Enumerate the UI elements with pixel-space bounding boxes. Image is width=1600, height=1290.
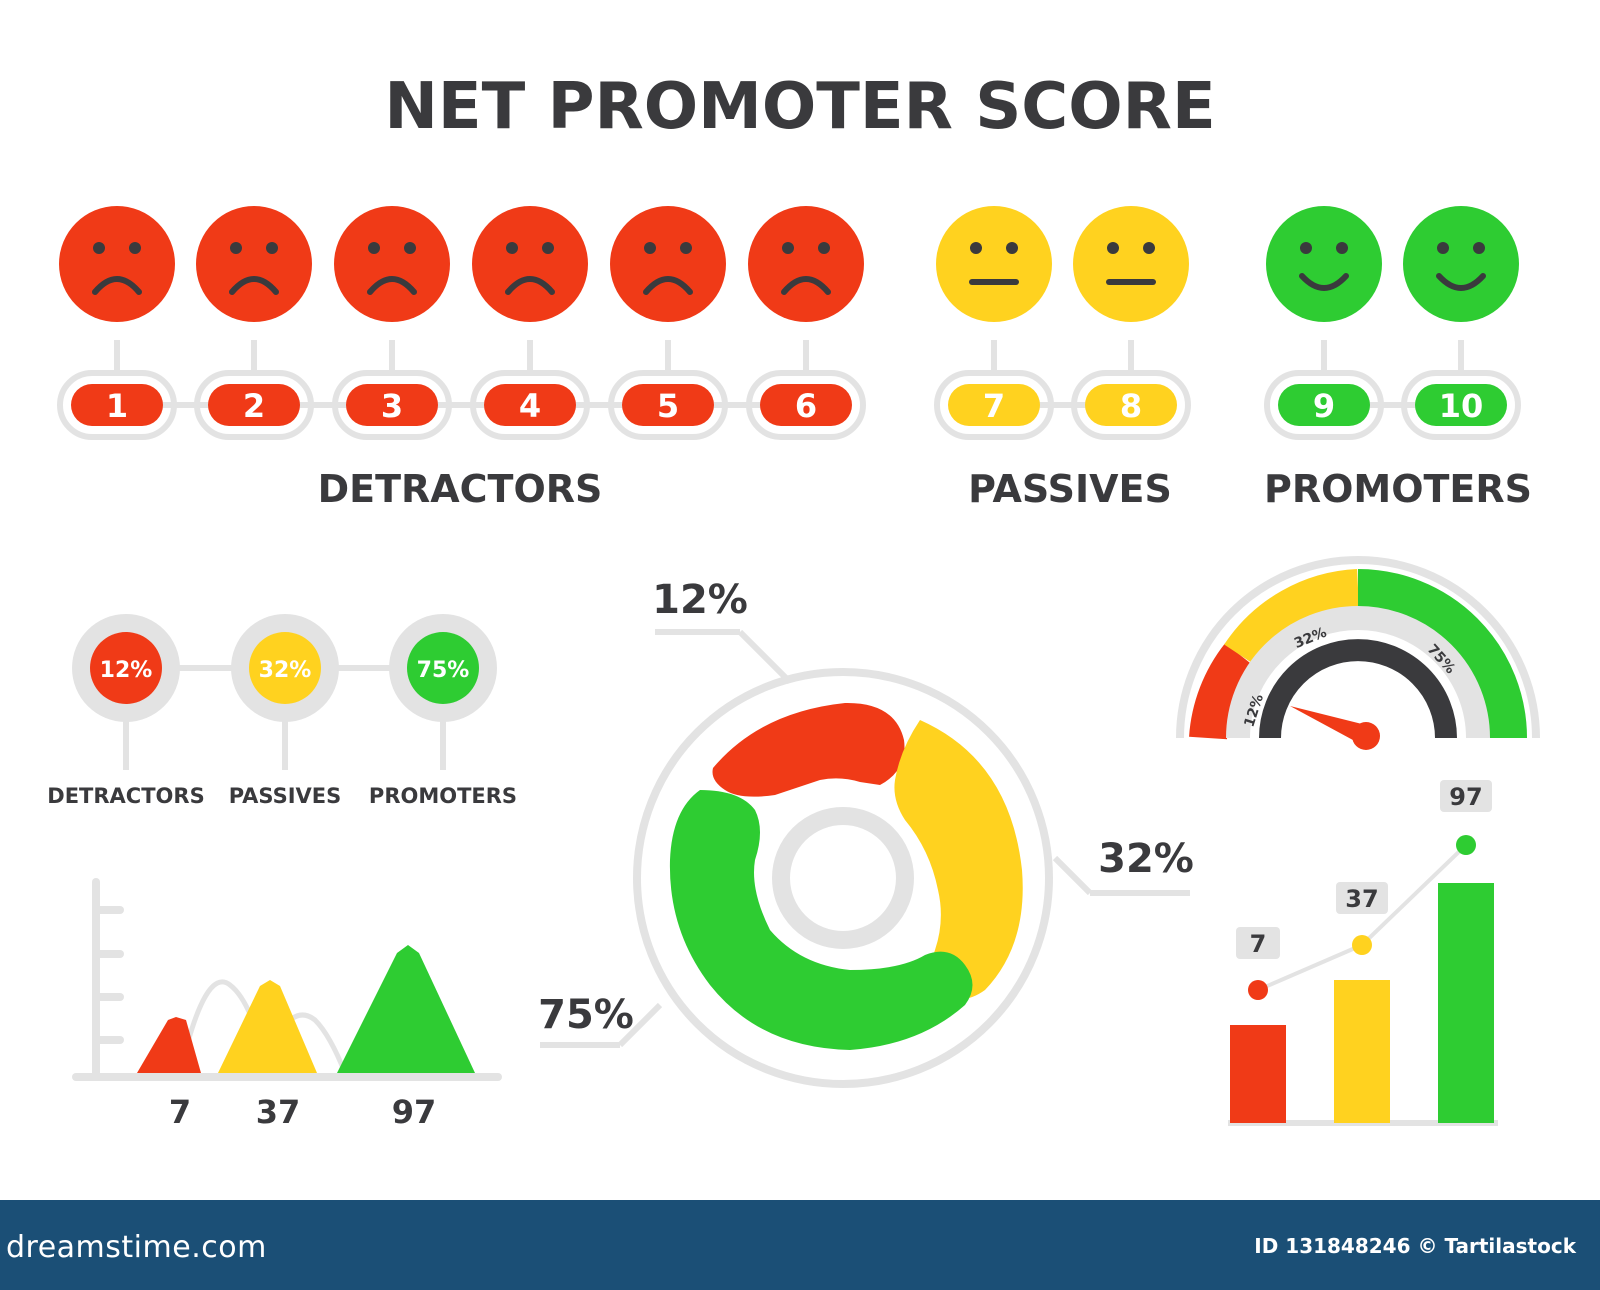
group-label-promoters: PROMOTERS [1264, 467, 1532, 511]
face-1 [59, 206, 175, 322]
peak-detractors [137, 1017, 201, 1073]
bar-detractors [1230, 1025, 1286, 1123]
face-7 [936, 206, 1052, 322]
gauge-needle-icon [1290, 706, 1370, 746]
score-pills [71, 384, 1507, 426]
neutral-face-icon [1073, 206, 1189, 322]
page-title: NET PROMOTER SCORE [384, 70, 1215, 144]
group-label-detractors: DETRACTORS [318, 467, 603, 511]
bar-point [1456, 835, 1476, 855]
score-label: 7 [983, 387, 1005, 425]
badge-detractors [90, 632, 162, 704]
score-label: 9 [1313, 387, 1335, 425]
bar-chart: 7 37 97 [1228, 780, 1498, 1126]
score-label: 10 [1439, 387, 1484, 425]
bar-value: 7 [1250, 930, 1267, 958]
sad-face-icon [472, 206, 588, 322]
scale-connectors [57, 340, 1521, 440]
badge-label: PASSIVES [229, 784, 342, 808]
badge-passives [249, 632, 321, 704]
peak-value: 97 [392, 1093, 437, 1131]
neutral-face-icon [936, 206, 1052, 322]
percentage-badges: 12% 32% 75% DETRACTORS PASSIVES PROMOTER… [47, 614, 517, 808]
sad-face-icon [334, 206, 450, 322]
face-2 [196, 206, 312, 322]
happy-face-icon [1403, 206, 1519, 322]
gauge-band-passives [1224, 569, 1360, 666]
score-labels: 1 2 3 4 5 6 7 8 9 10 [106, 387, 1483, 425]
peak-promoters [337, 945, 475, 1073]
bar-point [1248, 980, 1268, 1000]
face-6 [748, 206, 864, 322]
sad-face-icon [59, 206, 175, 322]
donut-segment-passives [894, 720, 1023, 999]
bar-passives [1334, 980, 1390, 1123]
bar-value: 37 [1345, 885, 1378, 913]
donut-segment-promoters [669, 790, 973, 1050]
badge-value: 32% [259, 658, 312, 683]
gauge-chart: 12% 32% 75% [1176, 556, 1540, 750]
sad-face-icon [748, 206, 864, 322]
happy-face-icon [1266, 206, 1382, 322]
peak-value: 7 [169, 1093, 191, 1131]
donut-label-passives: 32% [1098, 836, 1194, 882]
face-4 [472, 206, 588, 322]
face-5 [610, 206, 726, 322]
score-label: 3 [381, 387, 403, 425]
bar-value: 97 [1449, 783, 1482, 811]
face-10 [1403, 206, 1519, 322]
face-9 [1266, 206, 1382, 322]
donut-label-promoters: 75% [538, 992, 634, 1038]
score-label: 4 [519, 387, 541, 425]
donut-chart: 12% 32% 75% [538, 577, 1194, 1088]
score-label: 2 [243, 387, 265, 425]
group-label-passives: PASSIVES [968, 467, 1172, 511]
sad-face-icon [610, 206, 726, 322]
badge-label: PROMOTERS [369, 784, 517, 808]
peak-passives [218, 980, 317, 1073]
face-3 [334, 206, 450, 322]
face-8 [1073, 206, 1189, 322]
score-label: 8 [1120, 387, 1142, 425]
infographic-canvas: NET PROMOTER SCORE [47, 70, 1540, 1131]
score-label: 5 [657, 387, 679, 425]
score-label: 6 [795, 387, 817, 425]
donut-label-detractors: 12% [652, 577, 748, 623]
sad-face-icon [196, 206, 312, 322]
badge-promoters [407, 632, 479, 704]
bar-point [1352, 935, 1372, 955]
gauge-band-promoters [1357, 569, 1527, 739]
footer-site[interactable]: dreamstime.com [6, 1230, 267, 1265]
gauge-band-detractors [1189, 643, 1256, 740]
score-label: 1 [106, 387, 128, 425]
badge-value: 75% [417, 658, 470, 683]
bar-promoters [1438, 883, 1494, 1123]
badge-label: DETRACTORS [47, 784, 204, 808]
peak-chart: 7 37 97 [72, 878, 502, 1131]
donut-segment-detractors [712, 702, 905, 797]
footer-bar: dreamstime.com ID 131848246 © Tartilasto… [0, 1200, 1600, 1290]
badge-value: 12% [100, 658, 153, 683]
peak-value: 37 [256, 1093, 301, 1131]
footer-credit: ID 131848246 © Tartilastock [1254, 1234, 1576, 1258]
